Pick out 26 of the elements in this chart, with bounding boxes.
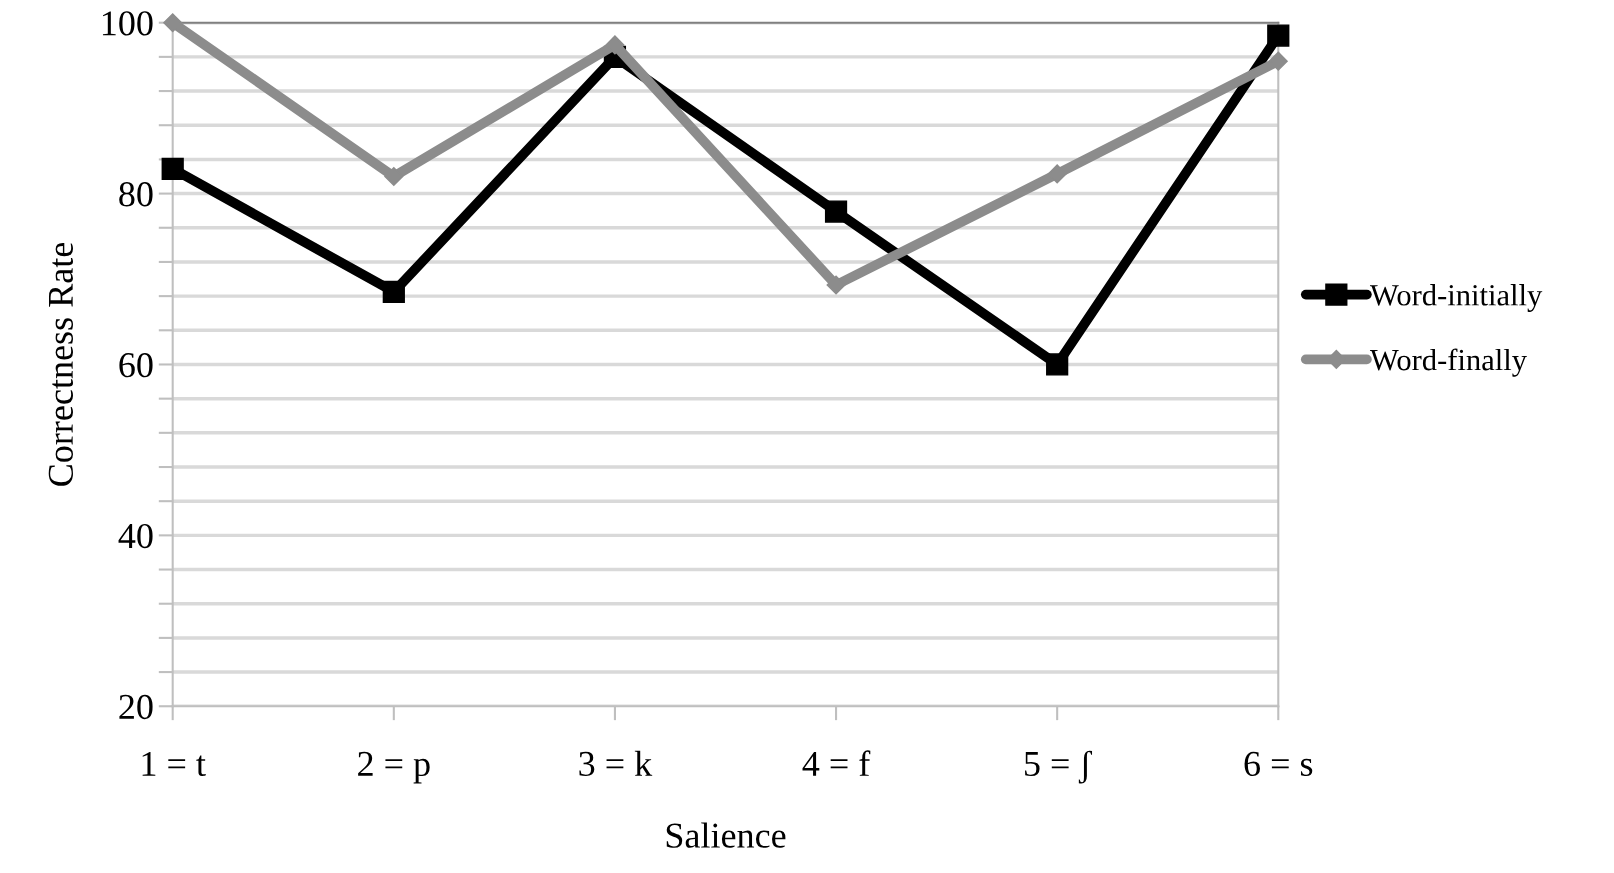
point bbox=[1267, 24, 1290, 47]
point bbox=[163, 13, 183, 33]
point bbox=[1047, 164, 1067, 184]
point bbox=[605, 35, 625, 55]
x-tick-label: 1 = t bbox=[142, 751, 206, 777]
y-tick-label: 40 bbox=[118, 523, 153, 549]
x-tick-label: 3 = k bbox=[579, 750, 653, 777]
x-tick-label: 2 = p bbox=[358, 751, 430, 784]
point bbox=[824, 200, 848, 223]
y-tick-label: 80 bbox=[119, 182, 153, 207]
y-tick-label: 60 bbox=[119, 352, 153, 378]
point bbox=[382, 280, 405, 303]
legend-label: Word-finally bbox=[1369, 348, 1527, 377]
point bbox=[1268, 51, 1288, 71]
point bbox=[826, 275, 846, 295]
point bbox=[384, 166, 404, 187]
y-tick-label: 100 bbox=[102, 11, 153, 36]
y-tick-label: 20 bbox=[119, 694, 153, 720]
point bbox=[1046, 353, 1069, 376]
legend-label: Word-initially bbox=[1369, 284, 1543, 312]
y-axis-title: Correctness Rate bbox=[48, 242, 73, 486]
x-tick-label: 4 = f bbox=[802, 750, 871, 776]
x-tick-label: 6 = s bbox=[1244, 751, 1313, 777]
point bbox=[161, 157, 184, 180]
x-tick-label: 5 = ʃ bbox=[1025, 750, 1093, 784]
x-axis-title: Salience bbox=[666, 822, 786, 848]
